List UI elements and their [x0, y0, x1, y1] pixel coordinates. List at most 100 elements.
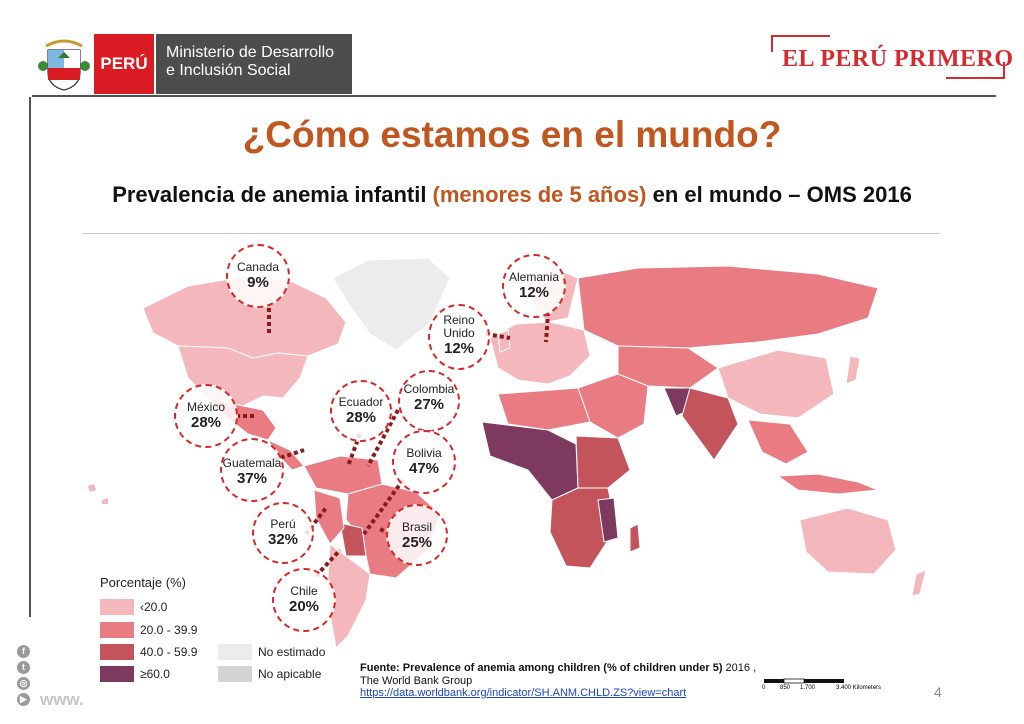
scale-label-0: 0	[762, 685, 766, 691]
map-region-indonesia	[776, 473, 879, 495]
title-rule	[82, 233, 940, 234]
scale-label-1700: 1.700	[800, 685, 816, 691]
source-label: Fuente:	[360, 662, 400, 674]
callout-value: 12%	[518, 284, 550, 301]
callout-value: 28%	[190, 414, 222, 431]
map-region-mozambique	[597, 497, 619, 543]
callout-alemania: Alemania 12%	[502, 254, 566, 318]
slogan-text: EL PERÚ PRIMERO	[782, 46, 1014, 72]
legend-label-40-60: 40.0 - 59.9	[140, 645, 198, 659]
callout-brasil: Brasil 25%	[386, 504, 448, 566]
legend-label-over-60: ≥60.0	[140, 667, 170, 681]
callout-value: 32%	[267, 531, 299, 548]
callout-name: Bolivia	[406, 446, 442, 460]
map-region-bolivia	[339, 522, 367, 557]
peru-brand-box: PERÚ	[94, 34, 154, 94]
slide-title: ¿Cómo estamos en el mundo?	[242, 114, 782, 155]
callout-value: 9%	[247, 274, 269, 291]
legend-label-no-apicable: No apicable	[258, 667, 322, 681]
scale-label-850: 850	[780, 685, 791, 691]
map-region-east-africa	[575, 435, 631, 489]
slide-header: PERÚ Ministerio de Desarrollo e Inclusió…	[0, 0, 1024, 100]
callout-ecuador: Ecuador 28%	[330, 380, 392, 442]
ministry-name-box: Ministerio de Desarrollo e Inclusión Soc…	[156, 34, 352, 94]
source-title: Prevalence of anemia among children (% o…	[402, 662, 723, 674]
callout-guatemala: Guatemala 37%	[220, 438, 284, 502]
legend-swatch-40-60	[100, 644, 134, 660]
callout-name: México	[186, 400, 225, 414]
callout-name: Canada	[236, 260, 280, 274]
callout-canada: Canada 9%	[226, 244, 290, 308]
map-region-australia	[799, 507, 897, 575]
twitter-icon[interactable]: t	[17, 661, 30, 674]
world-anemia-map	[88, 257, 927, 650]
ministry-line-1: Ministerio de Desarrollo	[166, 44, 335, 61]
callout-chile: Chile 20%	[272, 568, 336, 632]
callout-name: Brasil	[401, 520, 432, 534]
callout-value: 37%	[236, 470, 268, 487]
callout-mexico: México 28%	[174, 384, 238, 448]
map-region-china	[717, 349, 835, 419]
callout-name: Alemania	[508, 270, 560, 284]
el-peru-primero-logo: EL PERÚ PRIMERO	[770, 34, 1013, 80]
legend-label-no-estimado: No estimado	[258, 645, 326, 659]
legend-swatch-20-40	[100, 622, 134, 638]
source-link[interactable]: https://data.worldbank.org/indicator/SH.…	[360, 687, 687, 699]
map-region-madagascar	[629, 523, 641, 553]
callout-reino-unido: Reino Unido 12%	[428, 304, 490, 370]
callout-colombia: Colombia 27%	[398, 370, 460, 432]
scale-label-3400: 3.400 Kilometers	[836, 685, 882, 691]
callout-value: 12%	[443, 340, 475, 357]
left-border-line	[29, 97, 31, 617]
youtube-icon[interactable]: ▶	[17, 693, 30, 706]
callout-bolivia: Bolivia 47%	[392, 430, 456, 494]
subtitle-part-1: Prevalencia de anemia infantil	[112, 182, 433, 207]
callout-name: Ecuador	[338, 395, 384, 409]
slide-subtitle: Prevalencia de anemia infantil (menores …	[0, 182, 1024, 208]
legend-swatch-under-20	[100, 599, 134, 615]
map-region-japan	[845, 355, 861, 385]
peru-label: PERÚ	[100, 54, 148, 73]
callout-peru: Perú 32%	[252, 502, 314, 564]
legend-title: Porcentaje (%)	[100, 575, 186, 590]
source-year: 2016 ,	[722, 662, 757, 674]
legend-swatch-over-60	[100, 666, 134, 682]
map-region-middle-east	[577, 373, 649, 439]
map-region-west-central-africa	[481, 421, 579, 501]
map-region-new-zealand	[911, 569, 927, 597]
callout-value: 25%	[401, 534, 433, 551]
legend-label-under-20: ‹20.0	[140, 600, 168, 614]
callout-name: Perú	[270, 517, 296, 531]
facebook-icon[interactable]: f	[17, 645, 30, 658]
callout-value: 28%	[345, 409, 377, 426]
subtitle-highlight: (menores de 5 años)	[432, 182, 647, 207]
page-number: 4	[934, 684, 942, 700]
callout-name: Chile	[290, 584, 318, 598]
map-region-russia	[577, 265, 879, 349]
ministry-line-2: e Inclusión Social	[166, 62, 291, 79]
map-region-north-africa	[497, 387, 591, 431]
legend-swatch-no-apicable	[218, 666, 252, 682]
legend-swatch-no-estimado	[218, 644, 252, 660]
map-region-peru	[313, 489, 345, 545]
map-region-europe	[489, 321, 591, 385]
header-divider	[32, 95, 996, 97]
map-region-southeast-asia	[747, 419, 809, 465]
callout-name: Reino Unido	[443, 313, 475, 340]
peru-coat-of-arms-icon	[38, 39, 90, 91]
instagram-icon[interactable]: ◎	[17, 677, 30, 690]
callout-value: 20%	[288, 598, 320, 615]
legend-label-20-40: 20.0 - 39.9	[140, 623, 198, 637]
map-region-uk	[497, 329, 511, 353]
callout-name: Guatemala	[222, 456, 282, 470]
subtitle-part-3: en el mundo – OMS 2016	[646, 182, 912, 207]
source-org: The World Bank Group	[360, 674, 473, 687]
callout-value: 27%	[413, 396, 445, 413]
map-region-islands	[88, 484, 108, 504]
website-prefix: www.	[40, 690, 84, 709]
map-scale-bar: 0 850 1.700 3.400 Kilometers	[760, 678, 900, 698]
source-citation: Fuente: Prevalence of anemia among child…	[360, 662, 780, 700]
map-region-india	[681, 387, 739, 461]
callout-name: Colombia	[403, 382, 455, 396]
callout-value: 47%	[408, 460, 440, 477]
